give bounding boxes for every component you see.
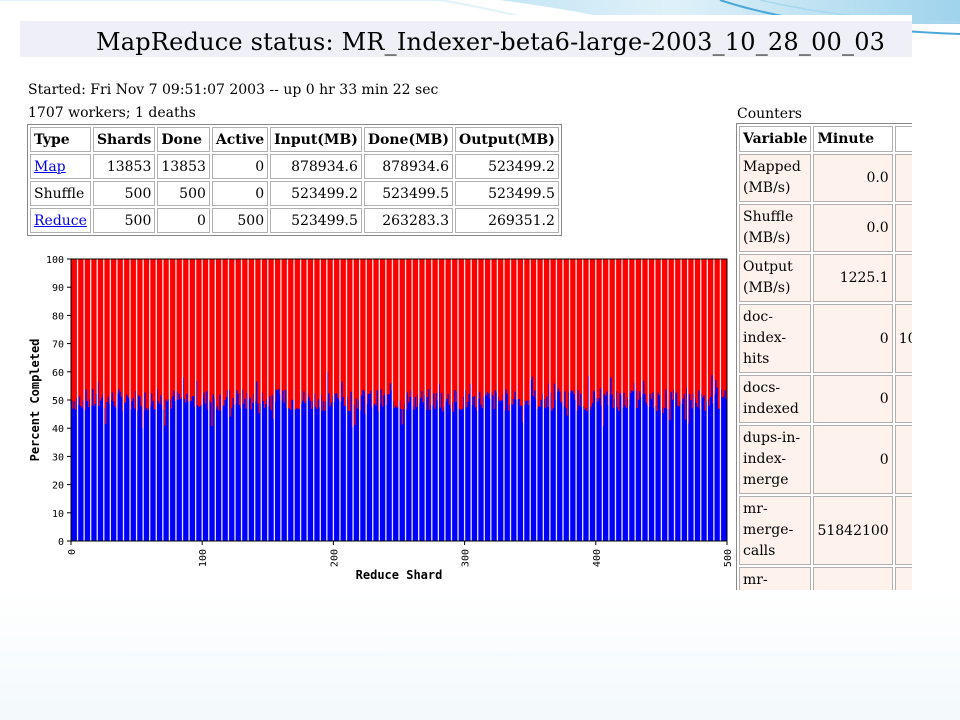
cell-active: 0 [211, 154, 269, 179]
table-row-reduce: Reduce 500 0 500 523499.5 263283.3 26935… [30, 208, 559, 233]
map-link[interactable]: Map [34, 158, 66, 175]
chart-y-tick-label: 60 [52, 368, 64, 379]
counter-variable: mr-merge-calls [739, 496, 812, 565]
counter-extra [894, 375, 912, 423]
cell-done: 500 [157, 181, 210, 206]
counter-variable: Output (MB/s) [739, 254, 812, 302]
slide-background [0, 590, 960, 720]
counter-variable: docs-indexed [739, 375, 812, 423]
page-title: MapReduce status: MR_Indexer-beta6-large… [96, 28, 886, 56]
reduce-link[interactable]: Reduce [34, 212, 87, 229]
chart-x-tick-label: 400 [592, 549, 603, 567]
cell-done-mb: 878934.6 [363, 154, 454, 179]
counter-variable: mr-merge-outputs [739, 567, 812, 590]
cell-active: 500 [211, 208, 269, 233]
counters-table: Variable Minute Mapped (MB/s) 0.0 Shuffle… [736, 123, 912, 590]
workers-line: 1707 workers; 1 deaths [28, 105, 196, 121]
header-type: Type [30, 127, 91, 152]
status-page: MapReduce status: MR_Indexer-beta6-large… [20, 15, 912, 590]
counter-minute: 0 [813, 425, 893, 494]
cell-shards: 13853 [92, 154, 156, 179]
chart-y-tick-label: 40 [52, 424, 64, 435]
header-active: Active [211, 127, 269, 152]
cell-done: 13853 [157, 154, 210, 179]
status-table-header: Type Shards Done Active Input(MB) Done(M… [30, 127, 559, 152]
header-input-mb: Input(MB) [270, 127, 362, 152]
chart-y-tick-label: 20 [52, 481, 64, 492]
chart-x-tick-label: 100 [198, 549, 209, 567]
cell-shards: 500 [92, 208, 156, 233]
counter-variable: Mapped (MB/s) [739, 154, 812, 202]
cell-done: 0 [157, 208, 210, 233]
counter-row: Shuffle (MB/s) 0.0 [739, 204, 912, 252]
counter-minute: 0.0 [813, 204, 893, 252]
chart-y-axis-label: Percent Completed [28, 339, 42, 462]
chart-y-tick-label: 90 [52, 283, 64, 294]
chart-x-tick-label: 0 [67, 549, 78, 555]
chart-y-tick-label: 0 [58, 537, 64, 548]
counter-minute: 0 [813, 304, 893, 373]
cell-output-mb: 269351.2 [455, 208, 559, 233]
counter-extra [894, 204, 912, 252]
cell-active: 0 [211, 181, 269, 206]
counter-minute: 1225.1 [813, 254, 893, 302]
counter-row: docs-indexed 0 [739, 375, 912, 423]
counter-variable: Shuffle (MB/s) [739, 204, 812, 252]
header-done-mb: Done(MB) [363, 127, 454, 152]
counter-minute: 0 [813, 375, 893, 423]
counter-variable: dups-in-index-merge [739, 425, 812, 494]
counter-row: mr-merge-calls 51842100 [739, 496, 912, 565]
chart-x-tick-label: 300 [461, 549, 472, 567]
header-shards: Shards [92, 127, 156, 152]
counter-row: mr-merge-outputs51842100 [739, 567, 912, 590]
counter-variable: doc-index-hits [739, 304, 812, 373]
chart-x-tick-label: 500 [723, 549, 734, 567]
chart-y-tick-label: 70 [52, 340, 64, 351]
counter-extra [894, 567, 912, 590]
chart-y-tick-label: 100 [46, 255, 64, 266]
header-done: Done [157, 127, 210, 152]
chart-y-tick-label: 30 [52, 452, 64, 463]
chart-y-tick-label: 10 [52, 509, 64, 520]
counter-row: Mapped (MB/s) 0.0 [739, 154, 912, 202]
header-minute: Minute [813, 126, 893, 152]
counters-title: Counters [737, 106, 802, 122]
chart-y-tick-label: 80 [52, 311, 64, 322]
table-row-map: Map 13853 13853 0 878934.6 878934.6 5234… [30, 154, 559, 179]
cell-done-mb: 263283.3 [363, 208, 454, 233]
reduce-progress-chart: 0 10 20 30 40 50 60 70 80 90 100 0 100 200 300 400 500 Re… [28, 255, 734, 582]
counter-extra [894, 425, 912, 494]
counter-extra [894, 254, 912, 302]
cell-input-mb: 523499.5 [270, 208, 362, 233]
counter-extra [894, 496, 912, 565]
cell-input-mb: 523499.2 [270, 181, 362, 206]
header-variable: Variable [739, 126, 812, 152]
counter-row: Output (MB/s) 1225.1 [739, 254, 912, 302]
counter-row: dups-in-index-merge 0 [739, 425, 912, 494]
table-row-shuffle: Shuffle 500 500 0 523499.2 523499.5 5234… [30, 181, 559, 206]
chart-x-tick-label: 200 [329, 549, 340, 567]
cell-output-mb: 523499.5 [455, 181, 559, 206]
chart-x-axis-label: Reduce Shard [356, 568, 443, 582]
counter-minute: 51842100 [813, 567, 893, 590]
cell-output-mb: 523499.2 [455, 154, 559, 179]
started-line: Started: Fri Nov 7 09:51:07 2003 -- up 0… [28, 82, 439, 98]
header-output-mb: Output(MB) [455, 127, 559, 152]
title-bar: MapReduce status: MR_Indexer-beta6-large… [20, 21, 912, 57]
cell-type: Shuffle [30, 181, 91, 206]
counter-extra: 10 [894, 304, 912, 373]
cell-shards: 500 [92, 181, 156, 206]
status-table: Type Shards Done Active Input(MB) Done(M… [27, 124, 562, 236]
counter-minute: 0.0 [813, 154, 893, 202]
counter-row: doc-index-hits010 [739, 304, 912, 373]
counter-minute: 51842100 [813, 496, 893, 565]
cell-input-mb: 878934.6 [270, 154, 362, 179]
chart-y-tick-label: 50 [52, 396, 64, 407]
counter-extra [894, 154, 912, 202]
cell-done-mb: 523499.5 [363, 181, 454, 206]
counters-header: Variable Minute [739, 126, 912, 152]
header-extra [894, 126, 912, 152]
